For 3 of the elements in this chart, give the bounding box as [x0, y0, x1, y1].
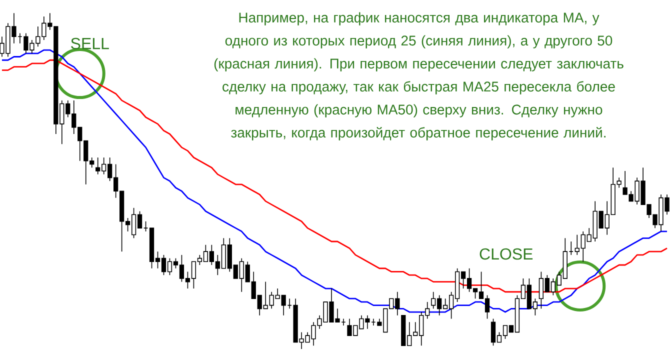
annotation: SELL	[71, 38, 109, 50]
annotation: Например, на график наносятся два индикатора МА, у одного из которых период 25 (синяя линия), а у другого 50 (красная линия). При первом пересечении следует заключать сделку на продажу, так как быстрая МА25 пересекла более медленную (красную МА50) сверху вниз. Сделку нужно закрыть, когда произойдет обратное пересечение линий.	[214, 12, 624, 140]
annotation: CLOSE	[480, 248, 533, 260]
